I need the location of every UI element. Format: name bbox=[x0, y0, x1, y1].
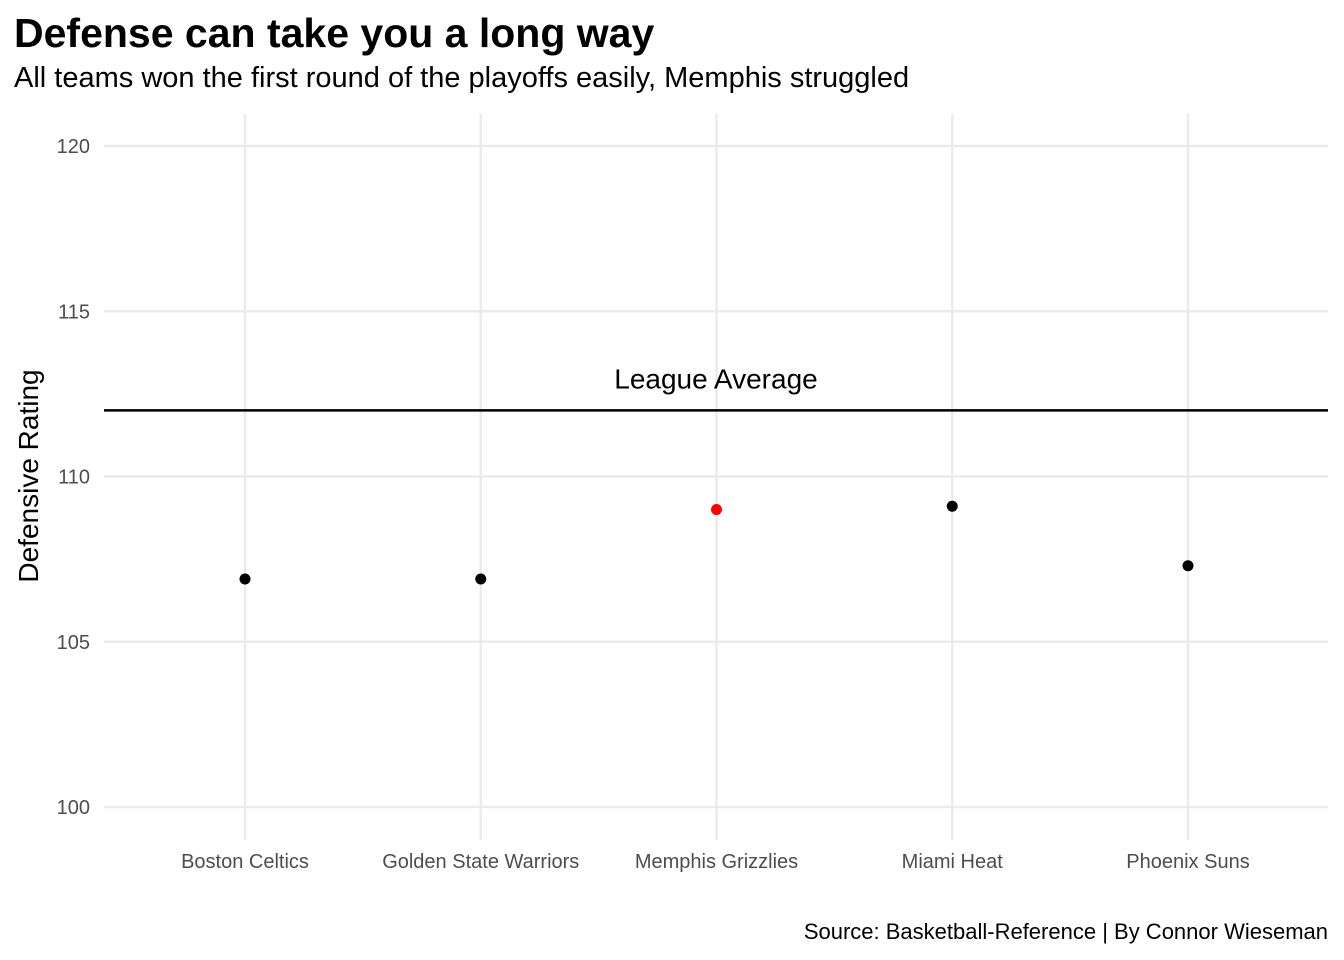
x-tick-label: Golden State Warriors bbox=[382, 851, 579, 873]
data-points bbox=[239, 500, 1194, 585]
data-point bbox=[946, 500, 958, 512]
x-tick-labels: Boston Celtics Golden State Warriors Memph… bbox=[181, 851, 1250, 873]
data-point bbox=[1182, 560, 1194, 572]
league-average-label: League Average bbox=[614, 363, 817, 394]
chart-title: Defense can take you a long way bbox=[14, 10, 655, 56]
x-tick-label: Memphis Grizzlies bbox=[635, 851, 798, 873]
y-axis-label: Defensive Rating bbox=[13, 369, 44, 582]
chart-caption: Source: Basketball-Reference | By Connor… bbox=[803, 919, 1328, 944]
y-tick-labels: 100 105 110 115 120 bbox=[57, 136, 90, 819]
y-tick-label: 115 bbox=[58, 301, 90, 323]
y-tick-label: 100 bbox=[57, 797, 90, 819]
x-gridlines bbox=[243, 114, 1190, 840]
y-tick-label: 120 bbox=[57, 136, 90, 158]
data-point bbox=[239, 573, 251, 585]
chart-subtitle: All teams won the first round of the pla… bbox=[14, 62, 910, 94]
reference-line-group: League Average bbox=[104, 363, 1328, 412]
data-point bbox=[475, 573, 487, 585]
data-point-highlight bbox=[711, 504, 722, 516]
x-tick-label: Phoenix Suns bbox=[1126, 851, 1249, 873]
y-tick-label: 110 bbox=[58, 467, 90, 489]
x-tick-label: Boston Celtics bbox=[181, 851, 309, 873]
y-tick-label: 105 bbox=[57, 632, 90, 654]
x-tick-label: Miami Heat bbox=[902, 851, 1004, 873]
